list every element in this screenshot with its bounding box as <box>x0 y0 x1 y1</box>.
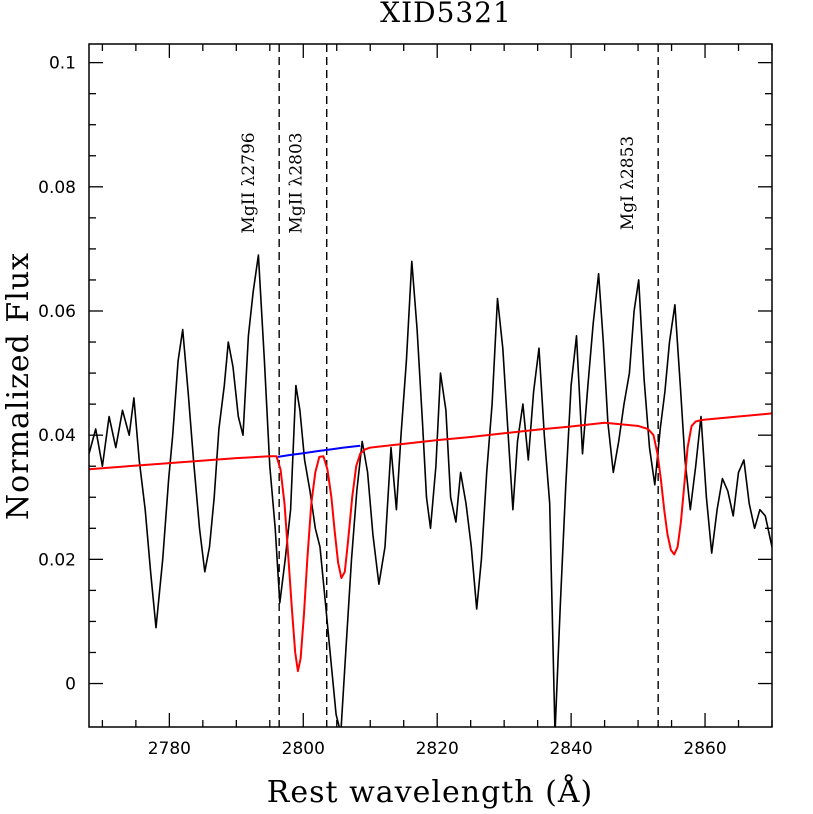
x-tick-label: 2780 <box>148 739 191 759</box>
series-continuum-fit <box>277 444 361 458</box>
plot-frame <box>88 43 773 728</box>
x-tick-label: 2800 <box>282 739 325 759</box>
x-tick-label: 2860 <box>683 739 726 759</box>
x-tick-labels: 2780 2800 2820 2840 2860 <box>148 739 727 759</box>
series-layer <box>89 254 772 727</box>
absorption-lines-layer: MgII λ2796 MgII λ2803 MgI λ2853 <box>239 44 659 727</box>
y-tick-label: 0.04 <box>38 426 76 446</box>
y-tick-label: 0.06 <box>38 302 76 322</box>
absorption-line-label: MgII λ2803 <box>287 132 307 233</box>
y-tick-label: 0.08 <box>38 178 76 198</box>
y-axis-title: Normalized Flux <box>1 252 36 520</box>
x-tick-label: 2840 <box>549 739 592 759</box>
chart-title: XID5321 <box>380 0 512 29</box>
series-absorption-model <box>89 412 772 673</box>
y-tick-labels: 0 0.02 0.04 0.06 0.08 0.1 <box>38 54 76 695</box>
y-tick-label: 0.1 <box>49 54 76 74</box>
y-tick-label: 0 <box>65 675 76 695</box>
x-tick-label: 2820 <box>416 739 459 759</box>
absorption-line-label: MgI λ2853 <box>618 136 638 230</box>
ticks-layer <box>89 44 773 727</box>
absorption-line-label: MgII λ2796 <box>239 132 259 233</box>
y-tick-label: 0.02 <box>38 550 76 570</box>
series-spectrum <box>89 254 772 727</box>
x-axis-title: Rest wavelength (Å) <box>267 774 593 810</box>
